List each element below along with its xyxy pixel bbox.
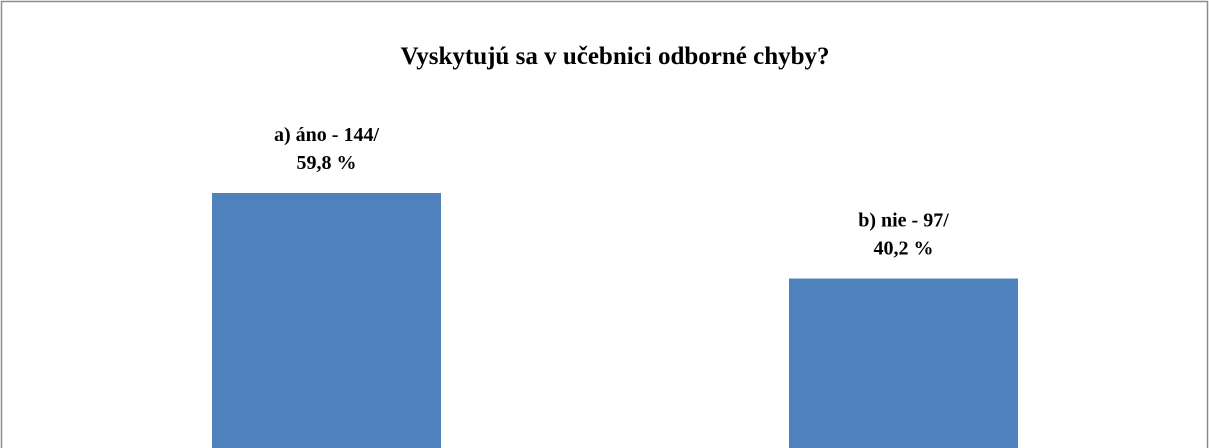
data-label: b) nie - 97/ (858, 210, 949, 232)
chart-title: Vyskytujú sa v učebnici odborné chyby? (400, 43, 829, 70)
bar (212, 193, 441, 448)
data-label: a) áno - 144/ (274, 124, 379, 146)
data-label: 59,8 % (297, 152, 357, 174)
bar (789, 278, 1018, 448)
data-label: 40,2 % (874, 238, 934, 260)
